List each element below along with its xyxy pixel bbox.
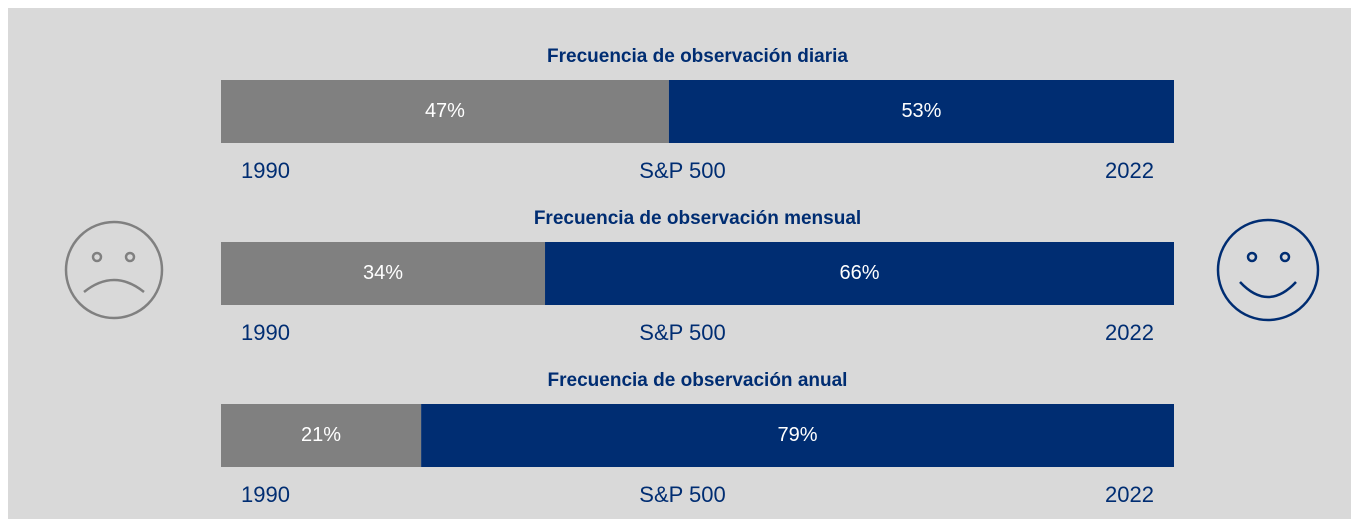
start-label: 1990 [241,320,290,345]
bar-segment [668,80,1174,143]
sad-face [64,220,164,320]
bar-segment [545,242,1174,305]
bar-segment [421,404,1174,467]
data-label: 47% [425,100,465,122]
bar-segment [221,242,546,305]
bar-segment [221,80,669,143]
data-label: 66% [839,262,879,284]
data-label: 53% [901,100,941,122]
start-label: 1990 [241,158,290,183]
chart-title: Frecuencia de observación mensual [534,208,861,229]
chart-title: Frecuencia de observación diaria [547,46,848,67]
end-label: 2022 [1105,482,1154,507]
happy-face [1216,218,1320,322]
start-label: 1990 [241,482,290,507]
end-label: 2022 [1105,320,1154,345]
data-label: 34% [363,262,403,284]
data-label: 79% [778,424,818,446]
bar-segment [221,404,422,467]
center-label: S&P 500 [639,320,725,345]
data-label: 21% [301,424,341,446]
chart-title: Frecuencia de observación anual [548,370,848,391]
center-label: S&P 500 [639,482,725,507]
center-label: S&P 500 [639,158,725,183]
end-label: 2022 [1105,158,1154,183]
